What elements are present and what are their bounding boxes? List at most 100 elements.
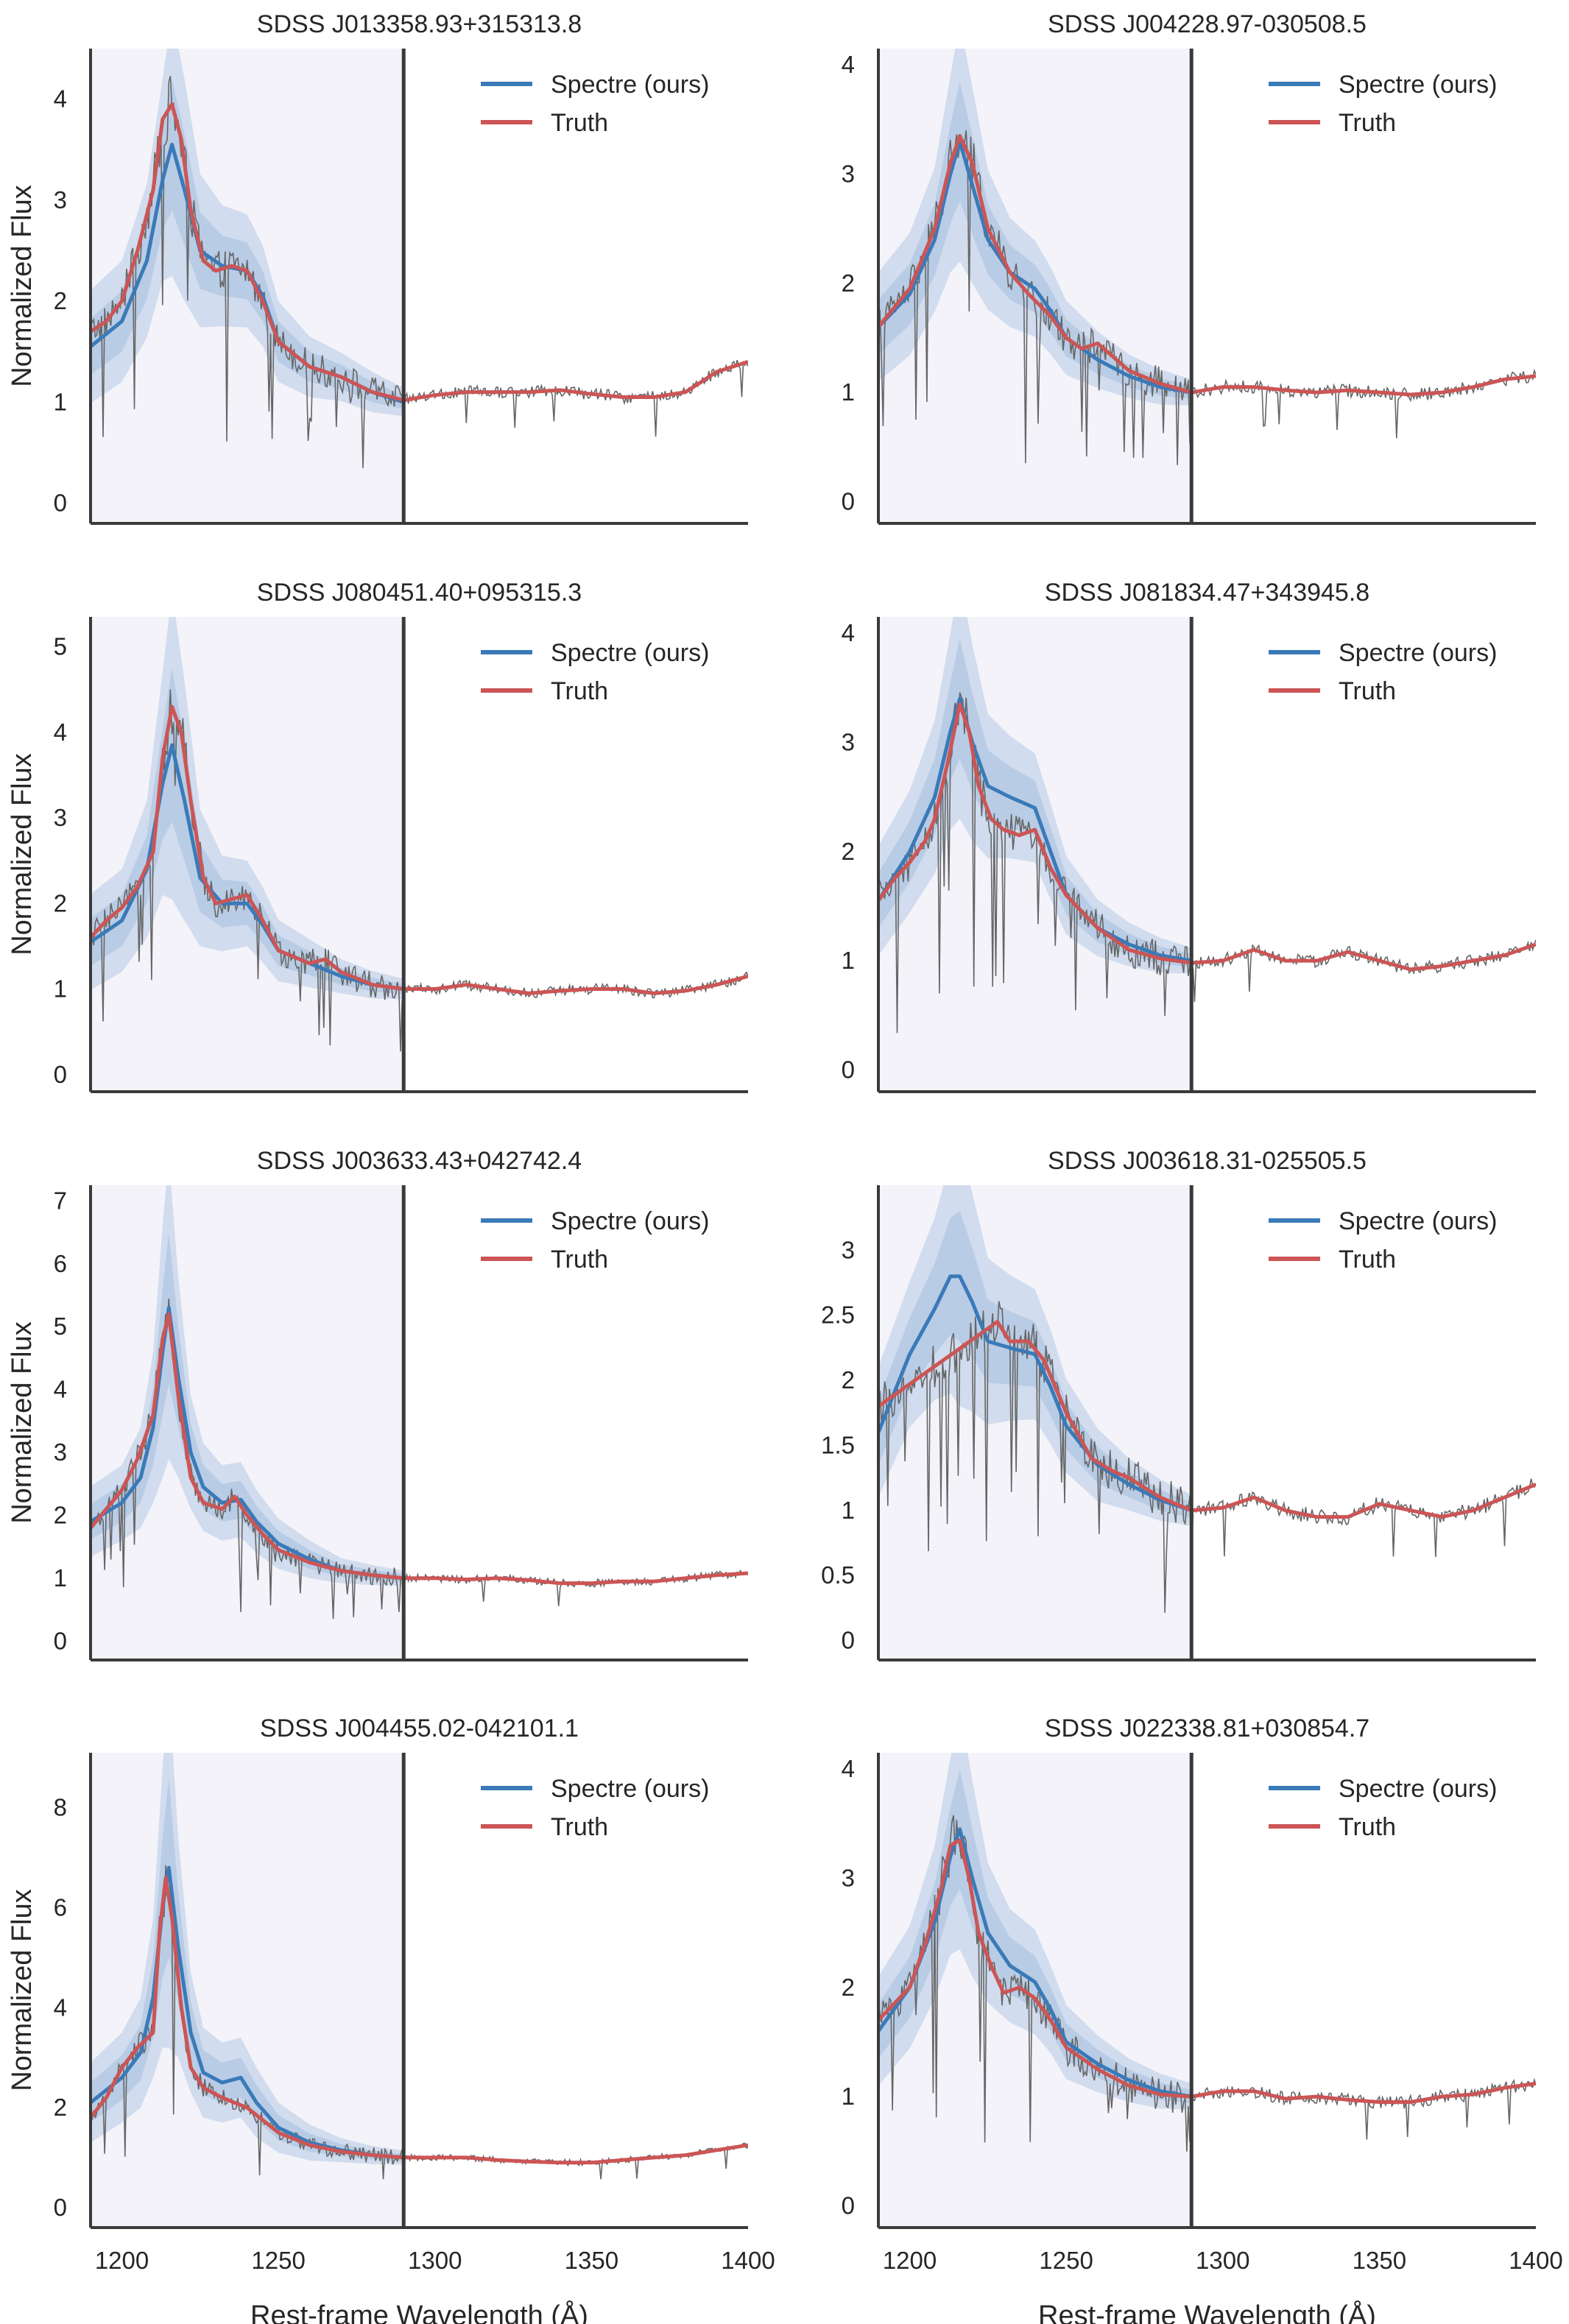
y-tick-label: 3 — [54, 804, 67, 831]
y-tick-label: 1 — [842, 1497, 855, 1524]
y-tick-label: 4 — [842, 619, 855, 646]
legend: Spectre (ours) Truth — [1269, 639, 1497, 705]
uncertainty-band-1sigma — [878, 1769, 1192, 2103]
y-tick-label: 1 — [54, 975, 67, 1003]
panel-3: 0 1 2 3 4 5 Normalized Flux SDSS J080451.40+095… — [7, 579, 748, 1093]
panel-title: SDSS J004228.97-030508.5 — [1048, 10, 1367, 38]
panel-8: 0 1 2 3 4 1200 1250 1300 1350 1400 Rest-frame Wave… — [842, 1714, 1563, 2324]
y-tick-label: 3 — [842, 1236, 855, 1263]
legend: Spectre (ours) Truth — [481, 1775, 709, 1841]
y-tick-label: 7 — [54, 1187, 67, 1214]
truth-line — [91, 704, 748, 995]
y-tick-label: 3 — [54, 1438, 67, 1466]
y-tick-label: 2.5 — [821, 1301, 855, 1329]
data-layer — [91, 617, 748, 1052]
panel-title: SDSS J003633.43+042742.4 — [257, 1147, 582, 1175]
y-tick-label: 1 — [842, 2083, 855, 2110]
data-layer — [878, 1753, 1536, 2152]
y-tick-label: 4 — [842, 51, 855, 78]
y-tick-label: 0 — [54, 2194, 67, 2221]
y-tick-label: 4 — [54, 1993, 67, 2021]
legend: Spectre (ours) Truth — [481, 71, 709, 137]
truth-line — [91, 102, 748, 403]
y-tick-label: 0 — [54, 1627, 67, 1654]
y-tick-label: 3 — [842, 729, 855, 756]
uncertainty-band-1sigma — [91, 668, 404, 995]
y-tick-label: 0 — [54, 1061, 67, 1088]
panel-6: 0 0.5 1 1.5 2 2.5 3 SDSS J003618.31-025505.5 Spe… — [821, 1147, 1536, 1661]
y-tick-label: 2 — [842, 1366, 855, 1394]
legend-label-prediction: Spectre (ours) — [1339, 71, 1497, 99]
legend-label-truth: Truth — [1339, 1246, 1396, 1274]
truth-line — [878, 1838, 1536, 2104]
data-layer — [91, 1753, 748, 2180]
y-tick-label: 0.5 — [821, 1561, 855, 1589]
truth-line — [878, 702, 1536, 972]
legend: Spectre (ours) Truth — [481, 639, 709, 705]
prediction-line — [91, 1865, 404, 2160]
panel-1: 0 1 2 3 4 Normalized Flux SDSS J013358.93+3153… — [7, 10, 748, 525]
y-tick-label: 1 — [842, 378, 855, 406]
y-tick-label: 2 — [842, 838, 855, 865]
legend-label-truth: Truth — [1339, 1813, 1396, 1841]
y-tick-label: 2 — [54, 2094, 67, 2121]
x-tick-label: 1200 — [95, 2247, 149, 2274]
panel-title: SDSS J013358.93+315313.8 — [257, 10, 582, 38]
panel-title: SDSS J022338.81+030854.7 — [1045, 1714, 1369, 1742]
x-tick-label: 1300 — [408, 2247, 462, 2274]
shaded-region — [91, 1185, 404, 1660]
shaded-region — [878, 1185, 1192, 1660]
y-tick-label: 6 — [54, 1250, 67, 1277]
legend: Spectre (ours) Truth — [1269, 71, 1497, 137]
y-axis-label: Normalized Flux — [7, 1889, 38, 2091]
x-tick-label: 1250 — [251, 2247, 305, 2274]
uncertainty-band-1sigma — [878, 81, 1192, 399]
panel-4: 0 1 2 3 4 SDSS J081834.47+343945.8 Spectre (ou… — [842, 579, 1536, 1093]
legend-label-prediction: Spectre (ours) — [551, 639, 709, 667]
x-tick-label: 1350 — [565, 2247, 618, 2274]
legend-label-prediction: Spectre (ours) — [1339, 1207, 1497, 1235]
y-tick-label: 1.5 — [821, 1431, 855, 1458]
y-tick-label: 2 — [842, 1974, 855, 2001]
legend: Spectre (ours) Truth — [1269, 1207, 1497, 1274]
y-tick-label: 1 — [842, 947, 855, 974]
data-layer — [878, 617, 1536, 1034]
data-layer — [91, 1185, 748, 1620]
panel-title: SDSS J003618.31-025505.5 — [1048, 1147, 1367, 1175]
y-axis-label: Normalized Flux — [7, 1321, 38, 1524]
panel-title: SDSS J080451.40+095315.3 — [257, 579, 582, 607]
legend-label-prediction: Spectre (ours) — [551, 71, 709, 99]
y-axis-label: Normalized Flux — [7, 185, 38, 387]
legend-label-prediction: Spectre (ours) — [1339, 1775, 1497, 1803]
y-tick-label: 1 — [54, 1564, 67, 1592]
y-tick-label: 4 — [54, 85, 67, 113]
y-tick-label: 4 — [54, 1376, 67, 1403]
x-tick-label: 1250 — [1039, 2247, 1093, 2274]
legend-label-truth: Truth — [551, 109, 608, 137]
legend-label-truth: Truth — [551, 1813, 608, 1841]
legend-label-truth: Truth — [551, 1246, 608, 1274]
y-tick-label: 4 — [842, 1755, 855, 1782]
uncertainty-band-1sigma — [878, 1211, 1192, 1519]
prediction-line — [878, 1827, 1192, 2099]
truth-line — [91, 1312, 748, 1586]
prediction-line — [878, 1274, 1192, 1513]
y-tick-label: 4 — [54, 718, 67, 746]
y-tick-label: 0 — [54, 490, 67, 517]
legend-label-truth: Truth — [1339, 109, 1396, 137]
truth-line — [91, 1876, 748, 2165]
legend: Spectre (ours) Truth — [1269, 1775, 1497, 1841]
x-tick-label: 1200 — [883, 2247, 937, 2274]
data-layer — [878, 1185, 1536, 1613]
panel-5: 0 1 2 3 4 5 6 7 Normalized Flux SDSS J003633.43+0… — [7, 1147, 748, 1661]
data-layer — [91, 49, 748, 469]
x-axis-label: Rest-frame Wavelength (Å) — [1038, 2299, 1376, 2324]
y-tick-label: 2 — [842, 269, 855, 297]
y-tick-label: 8 — [54, 1794, 67, 1821]
y-tick-label: 3 — [54, 186, 67, 213]
y-tick-label: 3 — [842, 160, 855, 188]
y-tick-label: 2 — [54, 287, 67, 314]
legend-label-prediction: Spectre (ours) — [1339, 639, 1497, 667]
legend-label-truth: Truth — [1339, 677, 1396, 705]
